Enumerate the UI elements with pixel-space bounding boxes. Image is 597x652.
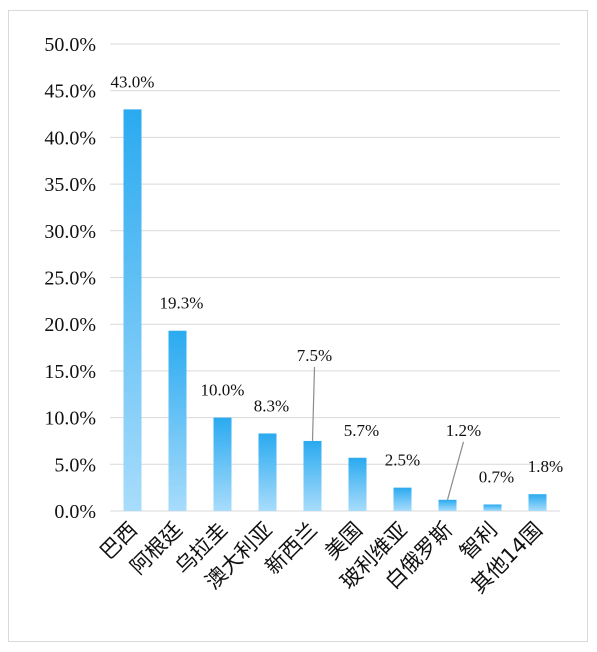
y-tick-label: 25.0% xyxy=(44,268,96,290)
y-axis-ticks: 0.0% 5.0% 10.0% 15.0% 20.0% 25.0% 30.0% 35.0% 40… xyxy=(44,34,96,523)
y-tick-label: 40.0% xyxy=(44,127,96,149)
leader-line xyxy=(311,366,316,441)
bar xyxy=(528,494,547,511)
data-label: 43.0% xyxy=(111,72,155,91)
bars xyxy=(123,109,547,511)
bar xyxy=(438,499,457,511)
y-tick-label: 0.0% xyxy=(54,501,96,523)
y-tick-label: 20.0% xyxy=(44,314,96,336)
data-label: 1.8% xyxy=(528,457,563,476)
data-label: 0.7% xyxy=(479,467,514,486)
y-tick-label: 5.0% xyxy=(54,454,96,476)
bar xyxy=(213,417,232,511)
y-tick-label: 30.0% xyxy=(44,221,96,243)
y-tick-label: 10.0% xyxy=(44,408,96,430)
leader-lines xyxy=(311,366,465,500)
y-tick-label: 50.0% xyxy=(44,34,96,56)
data-label: 1.2% xyxy=(446,421,481,440)
y-tick-label: 45.0% xyxy=(44,81,96,103)
data-label: 2.5% xyxy=(385,451,420,470)
bar xyxy=(168,330,187,511)
bar xyxy=(258,433,277,511)
leader-line xyxy=(446,441,465,500)
chart-frame xyxy=(8,10,588,642)
x-category-label: 新西兰 xyxy=(261,518,323,580)
data-label: 7.5% xyxy=(297,346,332,365)
bar xyxy=(348,457,367,511)
data-label: 19.3% xyxy=(160,294,204,313)
data-label: 8.3% xyxy=(254,396,289,415)
bar xyxy=(483,504,502,511)
bar xyxy=(123,109,142,511)
bar xyxy=(393,487,412,511)
data-label: 10.0% xyxy=(201,381,245,400)
y-tick-label: 35.0% xyxy=(44,174,96,196)
y-tick-label: 15.0% xyxy=(44,361,96,383)
bar xyxy=(303,440,322,511)
data-label: 5.7% xyxy=(344,421,379,440)
data-labels: 43.0% 19.3% 10.0% 8.3% 7.5% 5.7% 2.5% 1.2% 0.7% 1… xyxy=(111,72,564,486)
